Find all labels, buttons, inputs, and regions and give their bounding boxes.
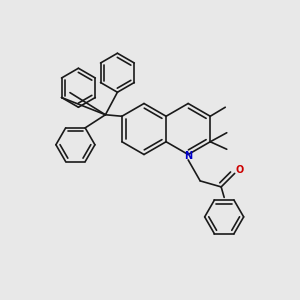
Text: O: O xyxy=(236,165,244,176)
Text: N: N xyxy=(184,151,192,161)
